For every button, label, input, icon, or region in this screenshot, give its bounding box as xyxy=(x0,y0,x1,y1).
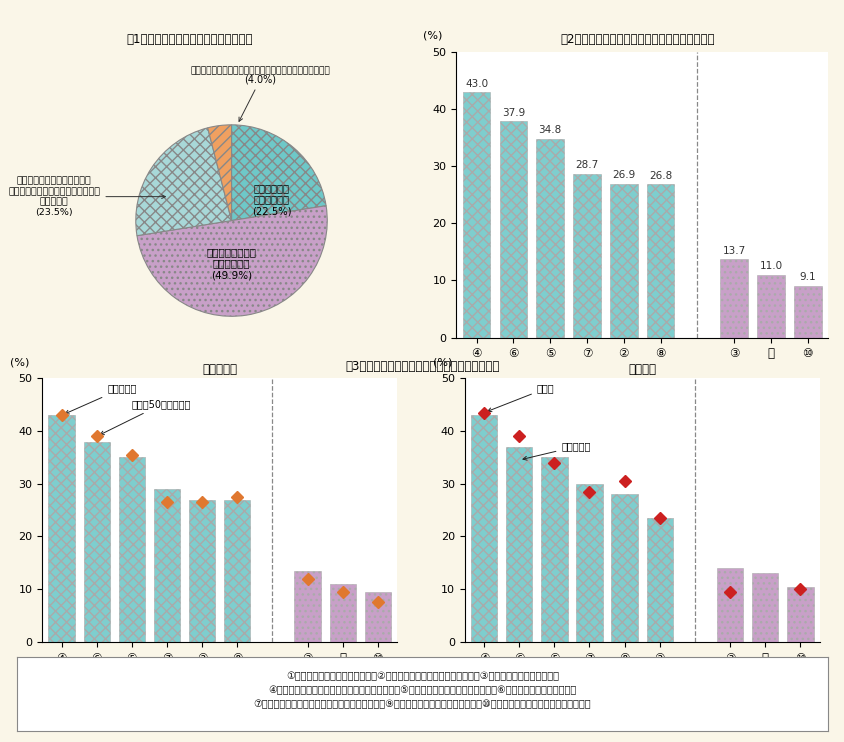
Bar xyxy=(716,568,743,642)
Bar xyxy=(154,489,180,642)
Bar xyxy=(611,494,637,642)
Bar xyxy=(646,518,672,642)
Text: 会社経営に悪い影響: 会社経営に悪い影響 xyxy=(540,378,596,387)
Text: （1）亿手不足が会社経営に及ぼす影響: （1）亿手不足が会社経営に及ぼす影響 xyxy=(127,33,253,47)
Text: （3）亿手不足が会社経営に及ぼす具体的な影響: （3）亿手不足が会社経営に及ぼす具体的な影響 xyxy=(345,360,499,373)
Bar xyxy=(499,121,527,338)
Bar xyxy=(329,584,355,642)
Bar xyxy=(787,586,813,642)
Bar xyxy=(470,416,496,642)
Title: 地域圈別: 地域圈別 xyxy=(627,363,656,376)
Text: 現在も今後３年以内にも影響が生じることは懸念されない: 現在も今後３年以内にも影響が生じることは懸念されない xyxy=(190,66,330,75)
Text: 三大都市圈: 三大都市圈 xyxy=(522,441,590,460)
Bar xyxy=(224,499,250,642)
Bar xyxy=(572,174,600,338)
Bar xyxy=(576,484,602,642)
Text: 会社経営に悪い影響: 会社経営に悪い影響 xyxy=(544,679,599,689)
Text: ある程度の影響を
及ぼしている
(49.9%): ある程度の影響を 及ぼしている (49.9%) xyxy=(206,247,257,280)
Text: 26.8: 26.8 xyxy=(648,171,672,181)
Wedge shape xyxy=(137,206,327,316)
Wedge shape xyxy=(208,125,231,220)
Text: 37.9: 37.9 xyxy=(501,108,524,118)
Bar xyxy=(756,275,784,338)
Text: 会社経営に良い影響: 会社経営に良い影響 xyxy=(736,679,793,689)
Bar xyxy=(48,416,74,642)
Text: 43.0: 43.0 xyxy=(464,79,488,88)
Bar xyxy=(793,286,820,338)
Bar xyxy=(189,499,215,642)
Text: 11.0: 11.0 xyxy=(759,261,782,272)
Text: 現在のところ影響はないが、
今後３年以内に影響が生じることが
懸念される
(23.5%): 現在のところ影響はないが、 今後３年以内に影響が生じることが 懸念される (23… xyxy=(8,177,165,217)
Text: 34.8: 34.8 xyxy=(538,125,561,135)
Text: 会社経営に悪い影響: 会社経営に悪い影響 xyxy=(122,679,177,689)
Text: 会社経営に良い影響: 会社経営に良い影響 xyxy=(742,378,798,387)
Bar xyxy=(609,184,637,338)
Bar xyxy=(536,139,563,338)
Text: (%): (%) xyxy=(422,30,441,41)
Title: 企業規模別: 企業規模別 xyxy=(202,363,237,376)
Text: 地方圈: 地方圈 xyxy=(487,384,554,412)
Text: (%): (%) xyxy=(432,358,452,368)
Text: 大きな影響を
及ぼしている
(22.5%): 大きな影響を 及ぼしている (22.5%) xyxy=(252,183,291,216)
Text: 9.1: 9.1 xyxy=(798,272,815,282)
Bar xyxy=(751,574,777,642)
Wedge shape xyxy=(231,125,326,220)
Bar xyxy=(118,457,145,642)
Text: 28.7: 28.7 xyxy=(575,160,598,170)
Bar xyxy=(506,447,532,642)
Bar xyxy=(646,185,674,338)
Text: 26.9: 26.9 xyxy=(611,171,635,180)
Text: 会社経営に良い影響: 会社経営に良い影響 xyxy=(314,679,371,689)
Text: (4.0%): (4.0%) xyxy=(239,75,276,122)
Bar xyxy=(365,592,391,642)
Bar xyxy=(463,92,490,338)
Text: 全規模企業: 全規模企業 xyxy=(65,384,137,414)
Text: (%): (%) xyxy=(10,358,30,368)
Text: ①既存事業のやむを得ない縮小、②既存事業の積極的な効率化の実施、③既存事業の運営への支障、
④既存事業における新規需要増加への対応不可、⑤技術・ノウハウの伝承の: ①既存事業のやむを得ない縮小、②既存事業の積極的な効率化の実施、③既存事業の運営… xyxy=(253,671,591,709)
Wedge shape xyxy=(136,128,231,236)
Bar xyxy=(540,457,567,642)
Bar xyxy=(294,571,321,642)
Text: 13.7: 13.7 xyxy=(722,246,745,256)
Bar xyxy=(84,441,110,642)
Bar xyxy=(720,260,747,338)
Text: 従業圁50人以下企業: 従業圁50人以下企業 xyxy=(100,399,191,435)
Text: （2）亿手不足が会社経営に及ぼす具体的な影響: （2）亿手不足が会社経営に及ぼす具体的な影響 xyxy=(560,33,714,47)
